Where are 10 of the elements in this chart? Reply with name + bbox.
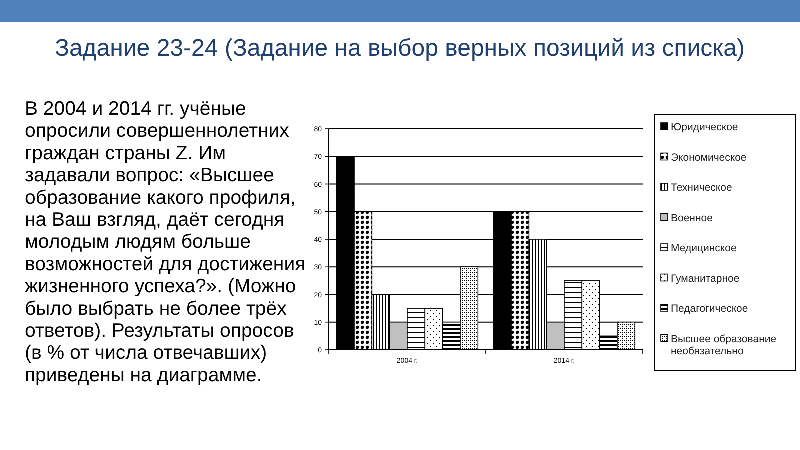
legend-label: Медицинское xyxy=(671,242,737,254)
legend-label: Военное xyxy=(671,212,714,224)
legend-label: Высшее образование необязательно xyxy=(671,333,777,358)
legend-label: Техническое xyxy=(671,182,732,194)
legend-label: Юридическое xyxy=(671,122,738,134)
legend-label: Гуманитарное xyxy=(671,272,740,285)
text: В 2004 и 2014 гг. учёные опросили совершеннолетних граждан страны Z. Им задавали вопрос: «Высшее образование какого профиля, на Ваш взгляд, даёт сегодня молодым людям больше возможностей для достижения жизненного успеха?». (Можно было выбрать не более трёх ответов). Результаты опросов (в % от числа отвечавших) приведены на диаграмме. xyxy=(25,98,306,386)
chart-title: Задание 23-24 (Задание на выбор верных позиций из списка) xyxy=(54,35,746,62)
legend-label: Экономическое xyxy=(671,152,747,164)
legend-label: Педагогическое xyxy=(671,303,748,315)
